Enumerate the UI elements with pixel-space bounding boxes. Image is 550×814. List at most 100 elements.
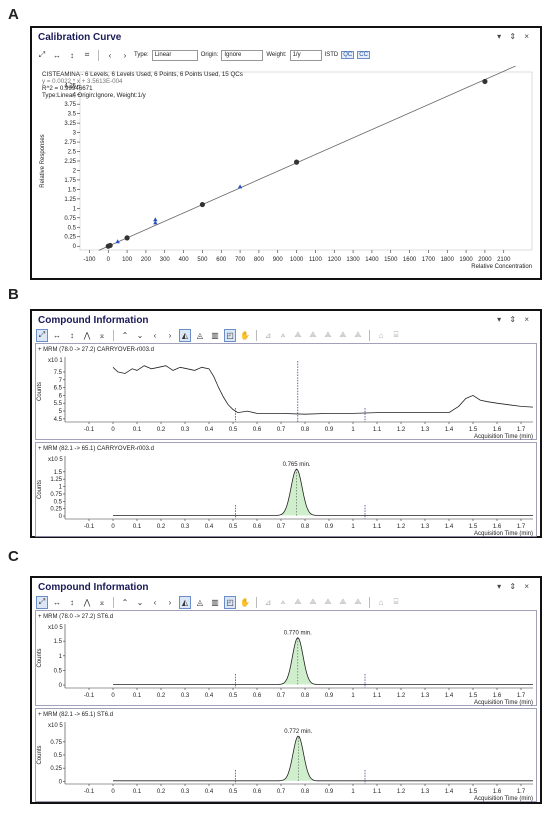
x-tick-label: 1.6 — [493, 693, 502, 699]
x-tick-label: 1.2 — [397, 427, 406, 433]
cc-toggle[interactable]: CC — [357, 51, 370, 59]
split-peak-icon[interactable]: ⟑ — [280, 597, 286, 606]
x-tick-label: 0.5 — [229, 693, 238, 699]
previous-arrow-icon[interactable]: ‹ — [153, 597, 157, 607]
spectrum-icon[interactable]: ◬ — [196, 330, 204, 340]
drop-baseline-icon[interactable]: ⟁ — [294, 330, 302, 339]
report-icon[interactable]: ⌸ — [393, 597, 399, 606]
y-tick-label: 0 — [73, 244, 77, 250]
x-tick-label: 0.3 — [181, 693, 190, 699]
baseline-icon[interactable]: ⌅ — [98, 597, 106, 607]
trace-frame — [35, 343, 537, 440]
valley-icon[interactable]: ⟁ — [324, 330, 332, 339]
y-tick-label: 1 — [73, 206, 77, 212]
x-tick-label: 0.2 — [157, 427, 166, 433]
x-tick-label: 1400 — [365, 257, 379, 263]
scale-x-icon[interactable]: ↔ — [53, 330, 61, 340]
merge-icon[interactable]: ⟁ — [339, 597, 347, 606]
chromatogram-trace — [113, 637, 533, 685]
down-arrow-icon[interactable]: ⌄ — [136, 330, 144, 340]
autoscale-icon[interactable]: ⤢ — [38, 50, 46, 59]
x-tick-label: 0.4 — [205, 693, 214, 699]
calibrator-point — [124, 235, 130, 241]
split-peak-icon[interactable]: ⟑ — [280, 330, 286, 339]
zero-peak-icon[interactable]: ⌂ — [378, 330, 384, 340]
integrate-icon[interactable]: ◰ — [224, 328, 236, 342]
y-axis-label: Counts — [37, 648, 43, 667]
x-tick-label: 1200 — [328, 257, 342, 263]
x-tick-label: 0.1 — [133, 427, 142, 433]
y-tick-label: 0.25 — [50, 766, 62, 772]
y-tick-label: 3 — [73, 131, 77, 137]
y-axis-label: Counts — [37, 480, 43, 499]
x-tick-label: 1300 — [346, 257, 360, 263]
overlay-icon[interactable]: ◭ — [179, 595, 191, 609]
delete-peak-icon[interactable]: ⟁ — [354, 597, 362, 606]
pan-icon[interactable]: ✋ — [240, 330, 250, 340]
x-tick-label: 0 — [111, 524, 115, 530]
y-tick-label: 0 — [59, 683, 63, 689]
calibrator-point — [482, 78, 488, 85]
x-tick-label: 2100 — [497, 257, 511, 263]
peak-icon[interactable]: ⋀ — [83, 330, 91, 340]
up-arrow-icon[interactable]: ⌃ — [121, 597, 129, 607]
spectrum-icon[interactable]: ◬ — [196, 597, 204, 607]
drop-baseline-icon[interactable]: ⟁ — [294, 597, 302, 606]
toolbar-separator — [113, 596, 114, 608]
manual-integration-icon[interactable]: ⊿ — [264, 597, 272, 607]
scale-y-icon[interactable]: ↕ — [70, 597, 74, 607]
compound-toolbar-c: ⤢ ↔ ↕ ⋀ ⌅ ⌃ ⌄ ‹ › ◭ ◬ ▥ ◰ ✋ ⊿ ⟑ ⟁ ⟁ ⟁ ⟁ ⟁ ⌂ ⌸ — [36, 595, 402, 609]
qc-toggle[interactable]: QC — [341, 51, 355, 59]
x-tick-label: 0.2 — [157, 693, 166, 699]
y-tick-label: 7 — [59, 378, 63, 384]
zero-peak-icon[interactable]: ⌂ — [378, 597, 384, 607]
scale-y-icon[interactable]: ↕ — [70, 330, 74, 340]
up-arrow-icon[interactable]: ⌃ — [121, 330, 129, 340]
qc-point — [153, 217, 158, 222]
tangent-icon[interactable]: ⟁ — [309, 597, 317, 606]
chromatogram-trace — [112, 365, 534, 415]
scale-x-icon[interactable]: ↔ — [53, 50, 61, 60]
x-tick-label: 1.7 — [517, 789, 526, 795]
down-arrow-icon[interactable]: ⌄ — [136, 597, 144, 607]
weight-select[interactable]: 1/y — [289, 49, 322, 61]
bar-icon[interactable]: ▥ — [211, 597, 219, 607]
merge-icon[interactable]: ⟁ — [339, 330, 347, 339]
overlay-icon[interactable]: ◭ — [179, 328, 191, 342]
next-arrow-icon[interactable]: › — [168, 597, 172, 607]
window-controls[interactable]: ▾ ⇕ × — [497, 315, 532, 324]
trace-frame — [35, 610, 537, 706]
next-arrow-icon[interactable]: › — [123, 50, 127, 60]
y-tick-label: 3.5 — [68, 112, 77, 118]
panel-label-c: C — [8, 548, 19, 565]
scale-x-icon[interactable]: ↔ — [53, 597, 61, 607]
previous-arrow-icon[interactable]: ‹ — [153, 330, 157, 340]
manual-integration-icon[interactable]: ⊿ — [264, 330, 272, 340]
integrate-icon[interactable]: ◰ — [224, 595, 236, 609]
valley-icon[interactable]: ⟁ — [324, 597, 332, 606]
delete-peak-icon[interactable]: ⟁ — [354, 330, 362, 339]
tangent-icon[interactable]: ⟁ — [309, 330, 317, 339]
window-controls[interactable]: ▾ ⇕ × — [497, 32, 532, 41]
y-tick-label: 1 — [59, 654, 63, 660]
y-tick-label: 1.25 — [50, 477, 62, 483]
y-scale-label: x10 5 — [48, 457, 63, 463]
outlier-icon[interactable]: ⌗ — [84, 50, 90, 59]
autoscale-icon[interactable]: ⤢ — [36, 328, 48, 342]
previous-arrow-icon[interactable]: ‹ — [108, 50, 112, 60]
chromatogram-trace — [113, 735, 533, 782]
window-controls[interactable]: ▾ ⇕ × — [497, 582, 532, 591]
next-arrow-icon[interactable]: › — [168, 330, 172, 340]
type-select[interactable]: Linear — [151, 49, 198, 61]
qc-point — [237, 184, 243, 189]
origin-select[interactable]: Ignore — [221, 49, 264, 61]
bar-icon[interactable]: ▥ — [211, 330, 219, 340]
report-icon[interactable]: ⌸ — [393, 330, 399, 339]
peak-icon[interactable]: ⋀ — [83, 597, 91, 607]
pan-icon[interactable]: ✋ — [240, 597, 250, 607]
x-tick-label: 0.5 — [229, 524, 238, 530]
istd-toggle[interactable]: ISTD — [324, 52, 339, 58]
autoscale-icon[interactable]: ⤢ — [36, 595, 48, 609]
baseline-icon[interactable]: ⌅ — [98, 330, 106, 340]
scale-y-icon[interactable]: ↕ — [70, 50, 74, 60]
